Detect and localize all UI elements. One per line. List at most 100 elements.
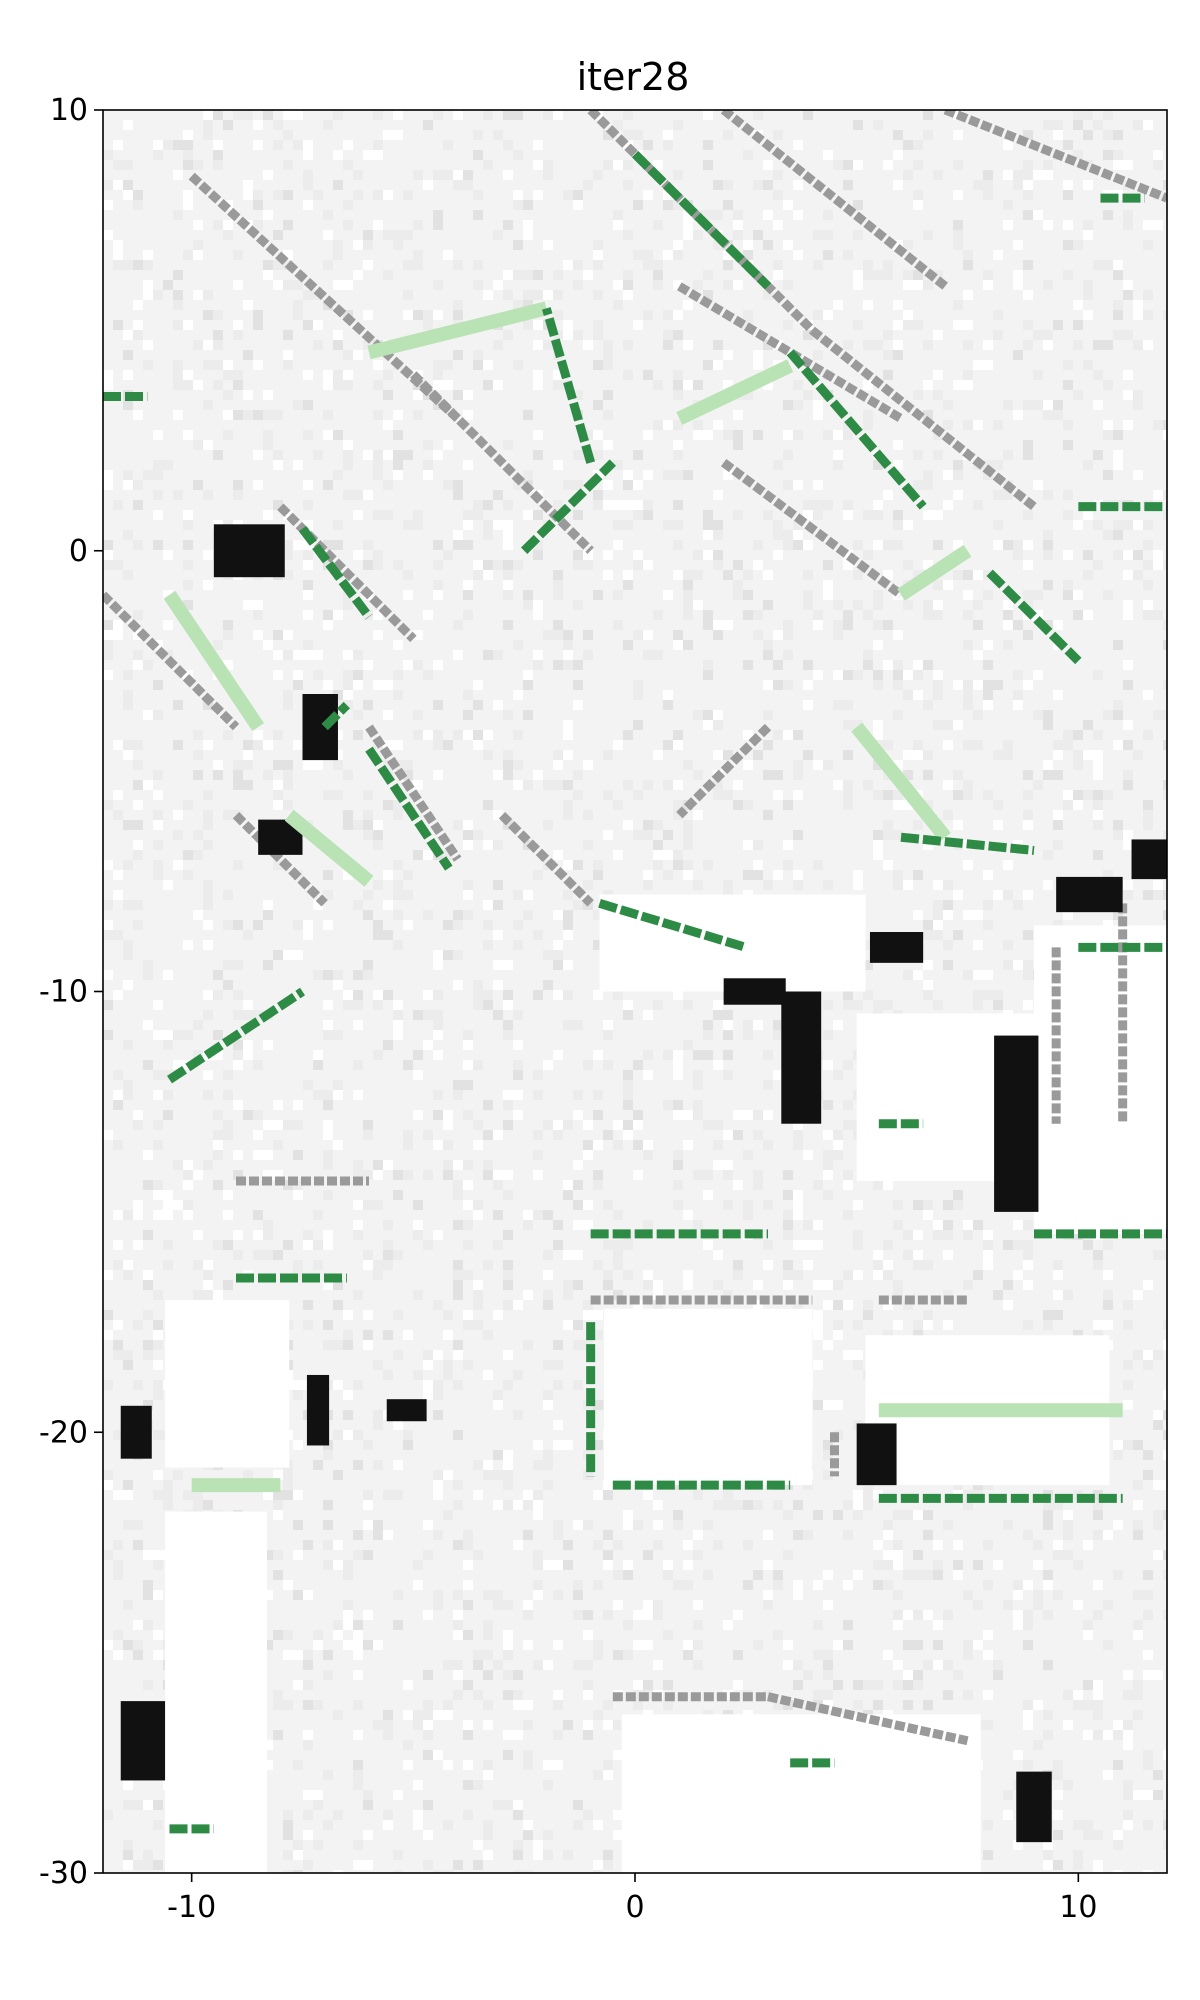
noise-cell <box>853 1700 863 1710</box>
noise-cell <box>743 1110 753 1120</box>
noise-cell <box>1143 240 1153 250</box>
noise-cell <box>343 1390 353 1400</box>
noise-cell <box>813 230 823 240</box>
noise-cell <box>153 150 163 160</box>
noise-cell <box>893 870 903 880</box>
noise-cell <box>333 1090 343 1100</box>
noise-cell <box>1093 800 1103 810</box>
noise-cell <box>743 730 753 740</box>
noise-cell <box>113 1560 123 1570</box>
noise-cell <box>593 1180 603 1190</box>
noise-cell <box>193 1490 203 1500</box>
noise-cell <box>843 990 853 1000</box>
noise-cell <box>453 530 463 540</box>
noise-cell <box>533 610 543 620</box>
noise-cell <box>143 260 153 270</box>
noise-cell <box>173 860 183 870</box>
noise-cell <box>393 450 403 460</box>
noise-cell <box>403 570 413 580</box>
noise-cell <box>413 1110 423 1120</box>
noise-cell <box>453 490 463 500</box>
noise-cell <box>1093 1710 1103 1720</box>
noise-cell <box>723 570 733 580</box>
noise-cell <box>153 870 163 880</box>
noise-cell <box>693 1600 703 1610</box>
occupied-blob <box>306 1374 330 1446</box>
noise-cell <box>473 510 483 520</box>
noise-cell <box>553 270 563 280</box>
noise-cell <box>153 1560 163 1570</box>
noise-cell <box>763 1200 773 1210</box>
noise-cell <box>333 790 343 800</box>
noise-cell <box>563 190 573 200</box>
noise-cell <box>903 1700 913 1710</box>
noise-cell <box>1163 180 1167 190</box>
noise-cell <box>1133 1680 1143 1690</box>
update-segment <box>986 569 1082 665</box>
noise-cell <box>523 1700 533 1710</box>
noise-cell <box>843 1640 853 1650</box>
noise-cell <box>623 1130 633 1140</box>
noise-cell <box>213 110 223 120</box>
noise-cell <box>1083 130 1093 140</box>
noise-cell <box>353 1200 363 1210</box>
noise-cell <box>543 290 553 300</box>
noise-cell <box>463 890 473 900</box>
noise-cell <box>913 820 923 830</box>
noise-cell <box>473 210 483 220</box>
noise-cell <box>893 1280 903 1290</box>
noise-cell <box>723 1200 733 1210</box>
noise-cell <box>623 1080 633 1090</box>
noise-cell <box>453 1500 463 1510</box>
noise-cell <box>133 500 143 510</box>
noise-cell <box>363 970 373 980</box>
noise-cell <box>883 820 893 830</box>
noise-cell <box>223 1210 233 1220</box>
noise-cell <box>533 1150 543 1160</box>
noise-cell <box>203 130 213 140</box>
noise-cell <box>1143 540 1153 550</box>
noise-cell <box>443 1110 453 1120</box>
noise-cell <box>693 710 703 720</box>
noise-cell <box>713 1160 723 1170</box>
noise-cell <box>253 730 263 740</box>
noise-cell <box>363 910 373 920</box>
noise-cell <box>183 190 193 200</box>
noise-cell <box>423 1170 433 1180</box>
noise-cell <box>253 480 263 490</box>
noise-cell <box>353 1430 363 1440</box>
noise-cell <box>543 1400 553 1410</box>
noise-cell <box>983 1850 993 1860</box>
noise-cell <box>933 1640 943 1650</box>
noise-cell <box>533 1560 543 1570</box>
noise-cell <box>293 1120 303 1130</box>
noise-cell <box>483 530 493 540</box>
noise-cell <box>213 1140 223 1150</box>
noise-cell <box>873 600 883 610</box>
noise-cell <box>203 120 213 130</box>
noise-cell <box>1103 710 1113 720</box>
noise-cell <box>233 780 243 790</box>
noise-cell <box>1123 770 1133 780</box>
noise-cell <box>203 1270 213 1280</box>
noise-cell <box>743 1580 753 1590</box>
noise-cell <box>983 700 993 710</box>
noise-cell <box>623 230 633 240</box>
noise-cell <box>703 140 713 150</box>
noise-cell <box>613 800 623 810</box>
noise-cell <box>463 410 473 420</box>
noise-cell <box>973 740 983 750</box>
noise-cell <box>1123 390 1133 400</box>
noise-cell <box>433 590 443 600</box>
noise-cell <box>293 540 303 550</box>
noise-cell <box>433 1490 443 1500</box>
noise-cell <box>233 860 243 870</box>
noise-cell <box>763 710 773 720</box>
noise-cell <box>1143 610 1153 620</box>
noise-cell <box>463 910 473 920</box>
noise-cell <box>663 850 673 860</box>
noise-cell <box>523 710 533 720</box>
noise-cell <box>623 500 633 510</box>
noise-cell <box>433 280 443 290</box>
noise-cell <box>1103 110 1113 120</box>
